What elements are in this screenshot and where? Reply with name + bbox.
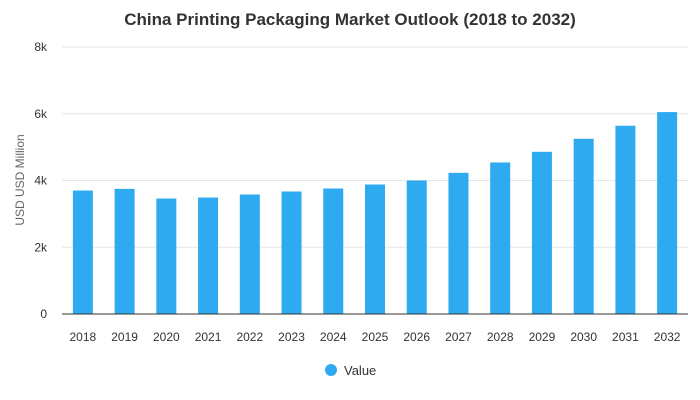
bar-2026[interactable] bbox=[406, 180, 427, 315]
x-axis-ticks: 2018 2019 2020 2021 2022 2023 2024 2025 2026 2027… bbox=[70, 330, 681, 344]
y-tick-label: 2k bbox=[34, 240, 48, 254]
bar-2032[interactable] bbox=[657, 112, 678, 314]
x-tick-label: 2024 bbox=[320, 330, 347, 344]
bar-2022[interactable] bbox=[239, 194, 260, 314]
x-tick-label: 2029 bbox=[529, 330, 556, 344]
y-tick-label: 6k bbox=[34, 107, 48, 121]
y-axis-ticks: 0 2k 4k 6k 8k bbox=[34, 40, 48, 321]
x-tick-label: 2030 bbox=[570, 330, 597, 344]
y-tick-label: 4k bbox=[34, 174, 48, 188]
x-tick-label: 2020 bbox=[153, 330, 180, 344]
bar-2023[interactable] bbox=[281, 191, 302, 314]
legend-marker bbox=[325, 364, 337, 376]
x-tick-label: 2023 bbox=[278, 330, 305, 344]
x-tick-label: 2027 bbox=[445, 330, 472, 344]
bar-2021[interactable] bbox=[198, 197, 219, 314]
bar-2018[interactable] bbox=[72, 190, 93, 314]
bar-2030[interactable] bbox=[573, 138, 594, 314]
bar-2025[interactable] bbox=[365, 184, 385, 314]
chart-title: China Printing Packaging Market Outlook … bbox=[124, 10, 576, 29]
bar-series bbox=[72, 112, 678, 315]
y-axis-label: USD USD Million bbox=[13, 134, 27, 225]
bar-2020[interactable] bbox=[156, 198, 177, 314]
legend[interactable]: Value bbox=[325, 363, 376, 378]
x-tick-label: 2026 bbox=[403, 330, 430, 344]
x-tick-label: 2032 bbox=[654, 330, 681, 344]
x-tick-label: 2028 bbox=[487, 330, 514, 344]
bar-2028[interactable] bbox=[490, 162, 511, 314]
bar-2024[interactable] bbox=[323, 188, 344, 314]
x-tick-label: 2031 bbox=[612, 330, 639, 344]
x-tick-label: 2021 bbox=[195, 330, 222, 344]
y-tick-label: 0 bbox=[40, 307, 47, 321]
x-tick-label: 2019 bbox=[111, 330, 138, 344]
y-tick-label: 8k bbox=[34, 40, 48, 54]
bar-2019[interactable] bbox=[114, 188, 135, 314]
x-tick-label: 2018 bbox=[70, 330, 97, 344]
x-tick-label: 2025 bbox=[362, 330, 389, 344]
x-tick-label: 2022 bbox=[236, 330, 263, 344]
bar-2029[interactable] bbox=[531, 151, 552, 314]
bar-2031[interactable] bbox=[615, 125, 636, 314]
bar-2027[interactable] bbox=[448, 172, 469, 314]
legend-label: Value bbox=[344, 363, 376, 378]
